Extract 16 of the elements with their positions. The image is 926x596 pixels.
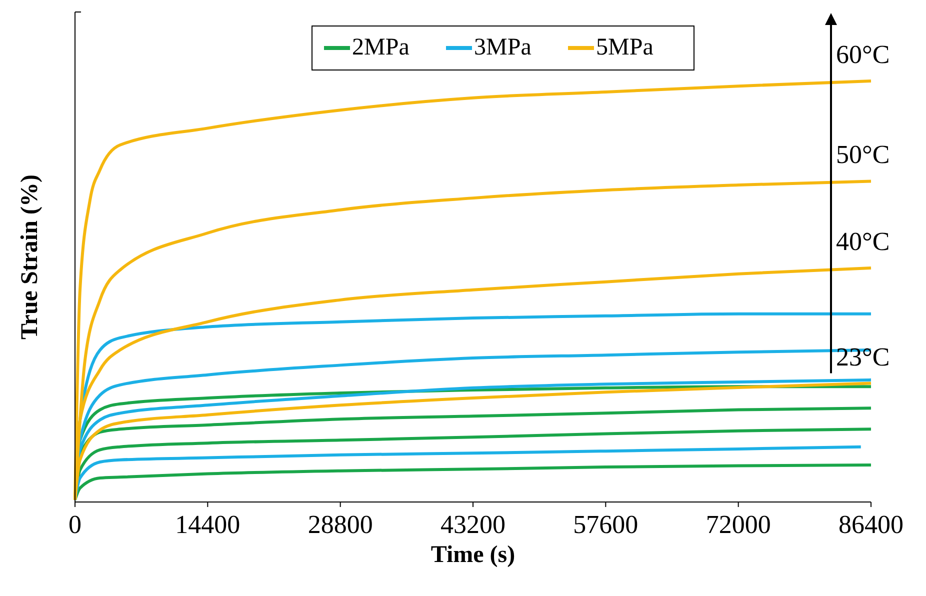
text: 60°C	[836, 40, 890, 70]
x-axis-title: Time (s)	[430, 542, 516, 568]
annotation: 40°C	[836, 226, 890, 256]
legend-label: 2MPa	[352, 34, 410, 61]
x-tick-label: 72000	[706, 510, 771, 539]
legend-label: 3MPa	[474, 34, 532, 61]
x-tick-label: 43200	[440, 510, 506, 539]
legend-label: 5MPa	[596, 34, 654, 61]
x-tick-label: 28800	[308, 510, 373, 539]
y-axis-title: True Strain (%)	[17, 174, 43, 340]
x-tick-label: 0	[68, 510, 82, 539]
annotation: 23°C	[836, 342, 890, 372]
x-tick-label: 57600	[573, 510, 638, 539]
annotation: 50°C	[836, 140, 890, 170]
x-tick-label: 14400	[175, 510, 240, 539]
x-tick-label: 86400	[838, 510, 904, 539]
